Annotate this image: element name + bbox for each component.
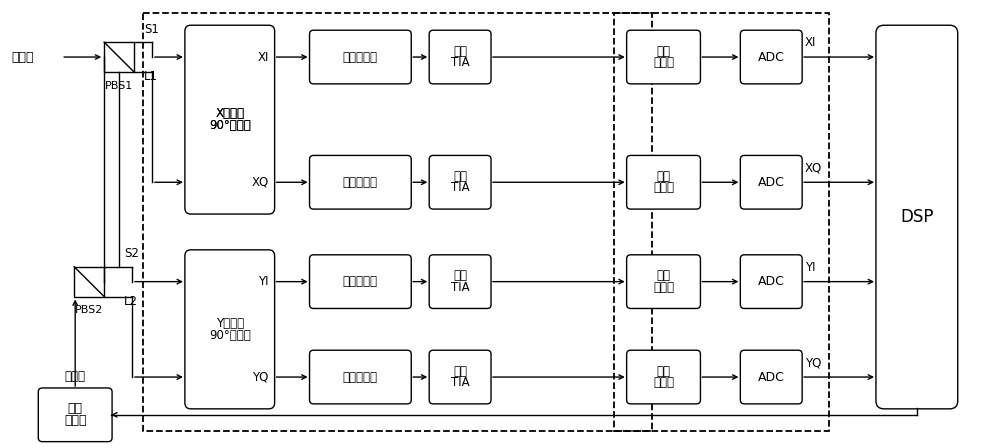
Text: YI: YI xyxy=(258,275,269,288)
Text: TIA: TIA xyxy=(451,376,469,389)
Text: PBS2: PBS2 xyxy=(75,306,103,315)
Text: 滤波器: 滤波器 xyxy=(653,281,674,294)
Text: ADC: ADC xyxy=(758,176,785,189)
Text: 90°混频器: 90°混频器 xyxy=(209,119,251,132)
Text: 基带: 基带 xyxy=(657,45,671,58)
FancyBboxPatch shape xyxy=(627,255,700,309)
Text: YI: YI xyxy=(805,261,816,274)
Text: 信号光: 信号光 xyxy=(11,51,34,64)
FancyBboxPatch shape xyxy=(740,155,802,209)
FancyBboxPatch shape xyxy=(185,250,275,409)
Text: YQ: YQ xyxy=(252,370,269,383)
Text: L1: L1 xyxy=(144,70,158,83)
Text: S2: S2 xyxy=(124,247,139,260)
Text: 线性: 线性 xyxy=(453,45,467,58)
Text: ADC: ADC xyxy=(758,275,785,288)
Text: 基带: 基带 xyxy=(657,365,671,378)
Text: 滤波器: 滤波器 xyxy=(653,181,674,194)
Bar xyxy=(614,13,829,431)
Text: L2: L2 xyxy=(124,295,138,308)
FancyBboxPatch shape xyxy=(429,350,491,404)
FancyBboxPatch shape xyxy=(627,30,700,84)
Text: 平衡探测器: 平衡探测器 xyxy=(343,370,378,383)
Text: 基带: 基带 xyxy=(657,269,671,282)
FancyBboxPatch shape xyxy=(740,350,802,404)
FancyBboxPatch shape xyxy=(310,155,411,209)
Text: DSP: DSP xyxy=(900,208,934,226)
Text: YQ: YQ xyxy=(805,356,822,369)
FancyBboxPatch shape xyxy=(740,255,802,309)
Text: X偏振态: X偏振态 xyxy=(215,108,244,121)
Text: 激光器: 激光器 xyxy=(64,414,86,427)
FancyBboxPatch shape xyxy=(876,25,958,409)
Text: 基带: 基带 xyxy=(657,170,671,183)
Text: ADC: ADC xyxy=(758,370,785,383)
Text: 可调: 可调 xyxy=(68,402,83,415)
Text: XI: XI xyxy=(805,36,817,49)
Text: 线性: 线性 xyxy=(453,269,467,282)
Text: 平衡探测器: 平衡探测器 xyxy=(343,275,378,288)
FancyBboxPatch shape xyxy=(740,30,802,84)
Text: 平衡探测器: 平衡探测器 xyxy=(343,51,378,64)
Text: X偏振态: X偏振态 xyxy=(215,108,244,121)
FancyBboxPatch shape xyxy=(310,255,411,309)
FancyBboxPatch shape xyxy=(185,25,275,214)
Text: 线性: 线性 xyxy=(453,170,467,183)
Text: PBS1: PBS1 xyxy=(105,81,133,91)
Text: 平衡探测器: 平衡探测器 xyxy=(343,176,378,189)
FancyBboxPatch shape xyxy=(429,30,491,84)
FancyBboxPatch shape xyxy=(627,155,700,209)
Text: 滤波器: 滤波器 xyxy=(653,56,674,69)
Text: TIA: TIA xyxy=(451,181,469,194)
Text: XQ: XQ xyxy=(805,161,822,174)
FancyBboxPatch shape xyxy=(38,388,112,442)
Text: ADC: ADC xyxy=(758,51,785,64)
Text: 线性: 线性 xyxy=(453,365,467,378)
Text: TIA: TIA xyxy=(451,56,469,69)
FancyBboxPatch shape xyxy=(310,350,411,404)
FancyBboxPatch shape xyxy=(627,350,700,404)
Text: 滤波器: 滤波器 xyxy=(653,376,674,389)
FancyBboxPatch shape xyxy=(429,155,491,209)
Text: S1: S1 xyxy=(144,23,159,36)
Text: 本振光: 本振光 xyxy=(65,370,86,383)
Text: XI: XI xyxy=(257,51,269,64)
Text: 90°混频器: 90°混频器 xyxy=(209,328,251,341)
Text: TIA: TIA xyxy=(451,281,469,294)
Text: XQ: XQ xyxy=(251,176,269,189)
FancyBboxPatch shape xyxy=(429,255,491,309)
Text: 90°混频器: 90°混频器 xyxy=(209,119,251,132)
Text: Y偏振态: Y偏振态 xyxy=(216,317,244,330)
Bar xyxy=(143,13,652,431)
FancyBboxPatch shape xyxy=(310,30,411,84)
